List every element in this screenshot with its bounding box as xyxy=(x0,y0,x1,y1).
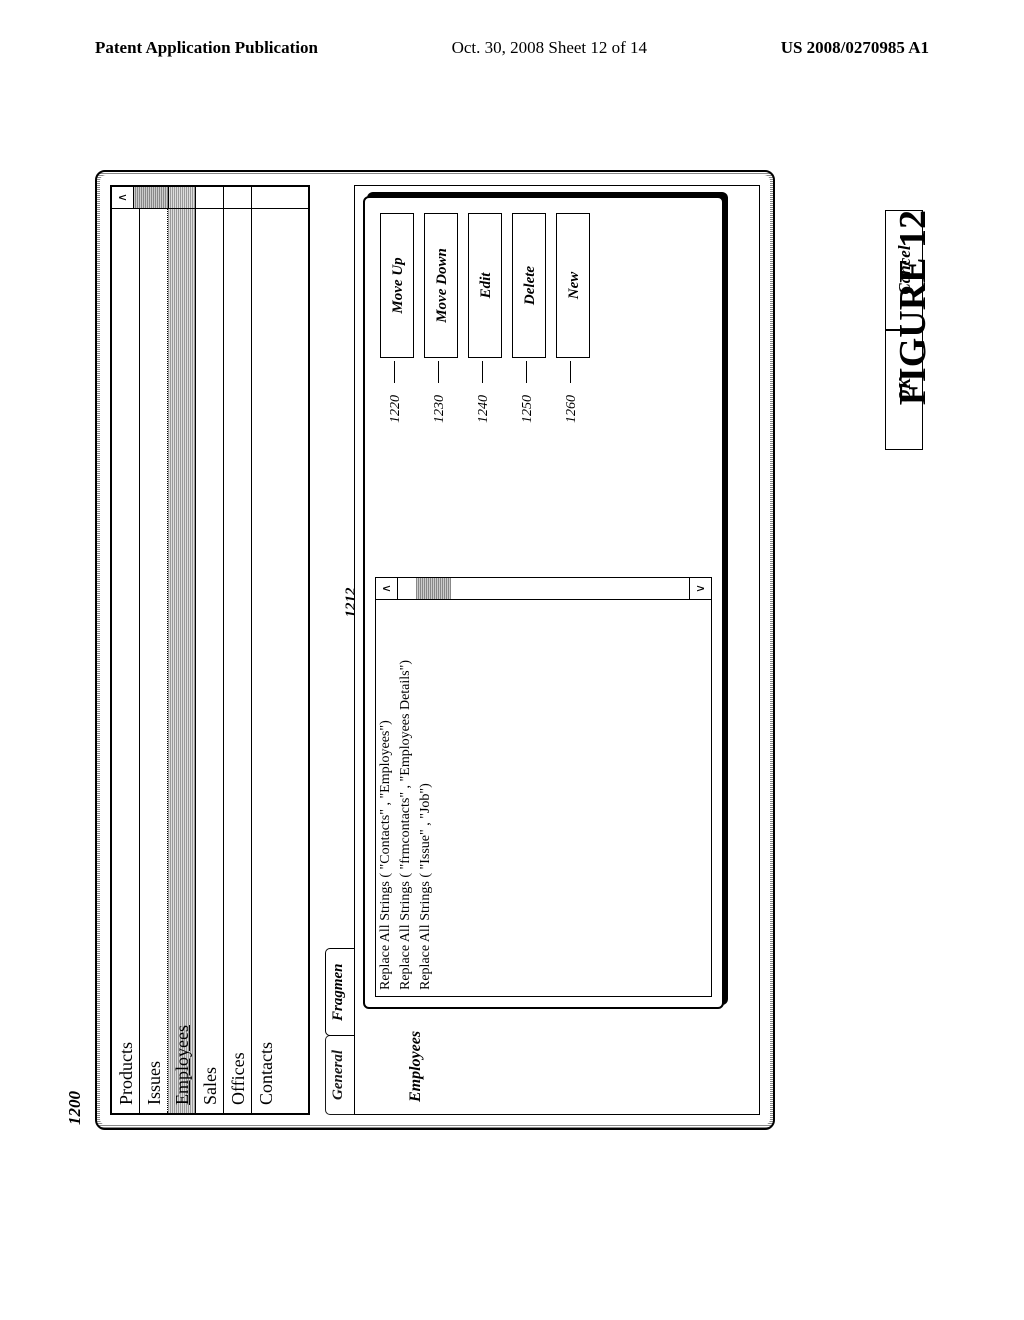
scrollbar[interactable]: ∧ ∨ xyxy=(376,578,711,600)
delete-button[interactable]: Delete xyxy=(512,213,546,358)
list-item-selected[interactable]: Employees xyxy=(168,187,196,1113)
tab-body: Employees 1212 Replace All Strings ( "Co… xyxy=(354,185,760,1115)
ref-1220: 1220 xyxy=(388,395,404,423)
ref-1240: 1240 xyxy=(476,395,492,423)
move-up-button[interactable]: Move Up xyxy=(380,213,414,358)
actions-listbox[interactable]: Replace All Strings ( "Contacts" , "Empl… xyxy=(375,577,712,997)
section-label: Employees xyxy=(407,1031,425,1102)
outer-window: Products Issues Employees Sales Offices … xyxy=(95,170,775,1130)
new-button[interactable]: New xyxy=(556,213,590,358)
figure-12: 1200 Products Issues Employees Sales Off… xyxy=(95,170,875,1130)
ref-1212: 1212 xyxy=(343,588,360,618)
scroll-down-icon[interactable]: ∨ xyxy=(689,578,711,599)
header-left: Patent Application Publication xyxy=(95,38,318,58)
ref-1230: 1230 xyxy=(432,395,448,423)
header-right: US 2008/0270985 A1 xyxy=(781,38,929,58)
tab-fragment[interactable]: Fragmen xyxy=(325,948,355,1036)
header-center: Oct. 30, 2008 Sheet 12 of 14 xyxy=(452,38,647,58)
action-line[interactable]: Replace All Strings ( "Contacts" , "Empl… xyxy=(376,578,396,996)
module-listbox[interactable]: Products Issues Employees Sales Offices … xyxy=(110,185,310,1115)
ref-1250: 1250 xyxy=(520,395,536,423)
actions-panel: 1212 Replace All Strings ( "Contacts" , … xyxy=(363,196,724,1009)
leader-line xyxy=(394,361,404,383)
tab-panel: General Fragmen Employees 1212 Replace A… xyxy=(325,185,760,1115)
leader-line xyxy=(570,361,580,383)
list-item[interactable]: Sales xyxy=(196,187,224,1113)
ref-1200: 1200 xyxy=(65,1091,85,1125)
scroll-thumb[interactable] xyxy=(416,578,451,599)
figure-caption: FIGURE 12 xyxy=(891,210,935,405)
action-line[interactable]: Replace All Strings ( "Issue" , "Job") xyxy=(416,578,436,996)
ref-1260: 1260 xyxy=(564,395,580,423)
scrollbar[interactable]: ∧ xyxy=(112,187,308,209)
list-item[interactable]: Offices xyxy=(224,187,252,1113)
action-line[interactable]: Replace All Strings ( "frmcontacts" , "E… xyxy=(396,578,416,996)
list-item[interactable]: Products xyxy=(112,187,140,1113)
scroll-up-icon[interactable]: ∧ xyxy=(376,578,398,599)
list-item[interactable]: Issues xyxy=(140,187,168,1113)
scroll-up-icon[interactable]: ∧ xyxy=(112,187,134,208)
scroll-thumb[interactable] xyxy=(134,187,169,208)
leader-line xyxy=(526,361,536,383)
tab-general[interactable]: General xyxy=(325,1035,355,1115)
page-header: Patent Application Publication Oct. 30, … xyxy=(0,38,1024,58)
edit-button[interactable]: Edit xyxy=(468,213,502,358)
leader-line xyxy=(438,361,448,383)
button-column: 1220 Move Up 1230 Move Down xyxy=(380,213,600,383)
list-item[interactable]: Contacts xyxy=(252,187,280,1113)
leader-line xyxy=(482,361,492,383)
move-down-button[interactable]: Move Down xyxy=(424,213,458,358)
